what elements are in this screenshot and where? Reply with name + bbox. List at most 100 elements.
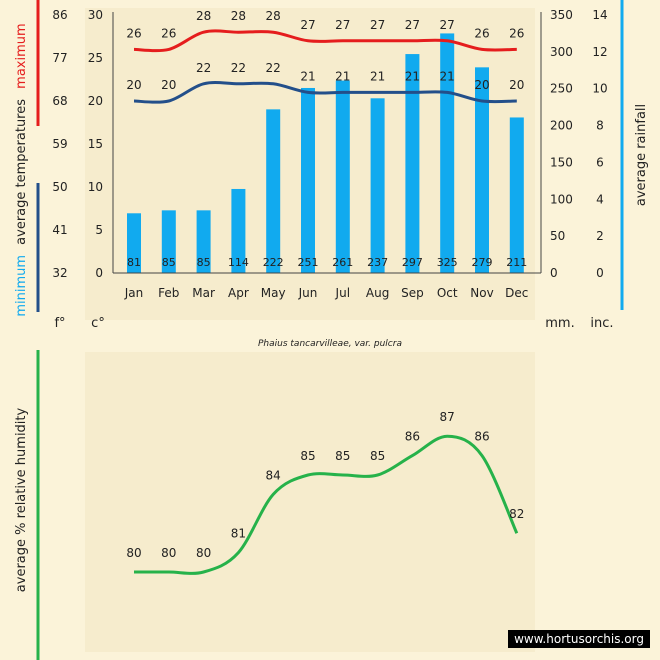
humidity-value-label: 85 [335, 449, 350, 463]
month-label: Apr [228, 286, 249, 300]
max-temp-value-label: 26 [509, 26, 524, 40]
month-label: Feb [158, 286, 179, 300]
rainfall-mm-tick-label: 50 [550, 229, 565, 243]
rainfall-bar [196, 210, 211, 273]
rainfall-inch-tick-label: 10 [592, 82, 607, 96]
celsius-tick-label: 30 [88, 8, 103, 22]
humidity-value-label: 80 [196, 546, 211, 560]
rainfall-bar [266, 109, 281, 274]
rainfall-value-label: 81 [127, 256, 141, 269]
average-temperatures-label: average temperatures [14, 99, 29, 245]
rainfall-value-label: 279 [472, 256, 493, 269]
rainfall-value-label: 297 [402, 256, 423, 269]
rainfall-bar [370, 98, 385, 273]
max-temp-value-label: 28 [196, 9, 211, 23]
rainfall-bar [509, 117, 524, 273]
rainfall-value-label: 237 [367, 256, 388, 269]
max-temp-value-label: 27 [300, 18, 315, 32]
humidity-value-label: 80 [126, 546, 141, 560]
humidity-value-label: 81 [231, 527, 246, 541]
humidity-plot-background [85, 352, 535, 652]
rainfall-mm-tick-label: 350 [550, 8, 573, 22]
fahrenheit-tick-label: 59 [52, 137, 67, 151]
rainfall-bar [301, 87, 315, 273]
month-label: Jul [335, 286, 350, 300]
min-temp-value-label: 20 [126, 78, 141, 92]
rainfall-value-label: 251 [298, 256, 319, 269]
humidity-value-label: 87 [440, 410, 455, 424]
max-temp-value-label: 26 [474, 26, 489, 40]
celsius-tick-label: 15 [88, 137, 103, 151]
min-temp-value-label: 22 [231, 61, 246, 75]
rainfall-value-label: 85 [162, 256, 176, 269]
humidity-line [133, 434, 519, 575]
rainfall-value-label: 325 [437, 256, 458, 269]
rainfall-value-label: 114 [228, 256, 249, 269]
min-temp-value-label: 21 [405, 69, 420, 83]
max-temp-value-label: 27 [370, 18, 385, 32]
min-temp-value-label: 21 [370, 69, 385, 83]
rainfall-mm-tick-label: 200 [550, 119, 573, 133]
min-temp-value-label: 20 [509, 78, 524, 92]
rainfall-mm-tick-label: 0 [550, 266, 558, 280]
rainfall-mm-tick-label: 300 [550, 45, 573, 59]
rainfall-mm-tick-label: 150 [550, 155, 573, 169]
humidity-value-label: 85 [300, 449, 315, 463]
min-temp-value-label: 20 [474, 78, 489, 92]
humidity-axis-title: average % relative humidity [14, 407, 29, 592]
month-label: Jun [298, 286, 318, 300]
celsius-tick-label: 20 [88, 94, 103, 108]
fahrenheit-tick-label: 86 [52, 8, 67, 22]
max-temp-value-label: 28 [266, 9, 281, 23]
humidity-value-label: 86 [405, 430, 420, 444]
max-temp-value-label: 26 [126, 26, 141, 40]
fahrenheit-tick-label: 41 [52, 223, 67, 237]
min-temp-value-label: 21 [300, 69, 315, 83]
rainfall-value-label: 211 [506, 256, 527, 269]
rainfall-axis-title: average rainfall [634, 104, 649, 206]
month-label: Mar [192, 286, 215, 300]
max-temp-value-label: 26 [161, 26, 176, 40]
fahrenheit-tick-label: 68 [52, 94, 67, 108]
month-label: Dec [505, 286, 528, 300]
rainfall-inch-tick-label: 14 [592, 8, 607, 22]
min-temp-value-label: 22 [266, 61, 281, 75]
rainfall-inch-tick-label: 12 [592, 45, 607, 59]
inches-unit-label: inc. [590, 316, 613, 331]
rainfall-bar [161, 210, 176, 273]
min-temp-value-label: 20 [161, 78, 176, 92]
month-label: Jan [124, 286, 144, 300]
min-temp-line [133, 81, 517, 104]
max-temp-value-label: 27 [440, 18, 455, 32]
rainfall-value-label: 222 [263, 256, 284, 269]
rainfall-bar [405, 54, 420, 273]
mm-unit-label: mm. [545, 316, 574, 331]
rainfall-bar [475, 67, 489, 273]
humidity-value-label: 80 [161, 546, 176, 560]
rainfall-inch-tick-label: 4 [596, 192, 604, 206]
fahrenheit-unit-label: f° [54, 316, 65, 331]
fahrenheit-tick-label: 77 [52, 51, 67, 65]
max-temp-line [133, 29, 517, 53]
rainfall-mm-tick-label: 250 [550, 82, 573, 96]
rainfall-inch-tick-label: 0 [596, 266, 604, 280]
celsius-tick-label: 10 [88, 180, 103, 194]
humidity-value-label: 84 [266, 468, 281, 482]
humidity-value-label: 86 [474, 430, 489, 444]
watermark: www.hortusorchis.org [508, 630, 650, 648]
fahrenheit-tick-label: 50 [52, 180, 67, 194]
rainfall-inch-tick-label: 8 [596, 119, 604, 133]
celsius-tick-label: 0 [95, 266, 103, 280]
rainfall-bar [231, 188, 246, 273]
rainfall-value-label: 85 [197, 256, 211, 269]
max-temp-value-label: 28 [231, 9, 246, 23]
left-temperature-axis-title: minimum average temperatures maximum [14, 23, 29, 316]
humidity-value-label: 85 [370, 449, 385, 463]
celsius-unit-label: c° [91, 316, 105, 331]
maximum-label: maximum [14, 23, 29, 89]
rainfall-inch-tick-label: 6 [596, 155, 604, 169]
min-temp-value-label: 21 [335, 69, 350, 83]
month-label: Sep [401, 286, 424, 300]
min-temp-value-label: 22 [196, 61, 211, 75]
